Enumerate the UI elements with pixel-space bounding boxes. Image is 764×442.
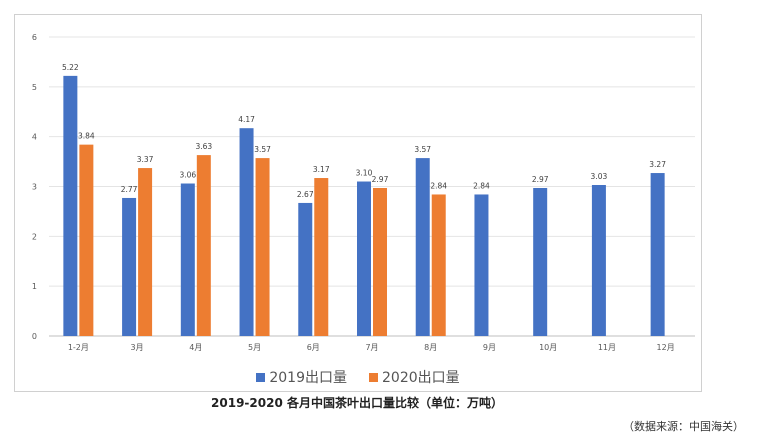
legend-label-2020: 2020出口量 [382, 370, 460, 386]
legend-swatch-2019 [256, 372, 266, 382]
bar [255, 158, 270, 336]
x-tick-label: 1-2月 [68, 343, 89, 352]
x-tick-label: 7月 [365, 343, 378, 352]
bar [63, 75, 78, 336]
x-tick-label: 8月 [424, 343, 437, 352]
data-source: （数据来源：中国海关） [623, 420, 744, 433]
legend-swatch-2020 [369, 372, 378, 382]
data-label: 3.84 [78, 132, 95, 141]
bar [314, 178, 329, 336]
y-tick-label: 4 [32, 133, 37, 142]
bar [431, 194, 446, 336]
bar [196, 155, 211, 336]
data-label: 3.03 [591, 172, 608, 181]
x-tick-label: 9月 [483, 343, 496, 352]
y-tick-label: 2 [32, 232, 37, 241]
y-tick-label: 3 [32, 183, 37, 192]
bar [357, 181, 371, 336]
data-label: 3.10 [356, 169, 373, 178]
y-tick-label: 1 [32, 282, 37, 291]
y-tick-label: 0 [32, 332, 37, 341]
bar [415, 158, 430, 336]
y-tick-label: 6 [32, 33, 37, 42]
y-tick-label: 5 [32, 83, 37, 92]
bar [138, 168, 153, 336]
data-label: 5.22 [62, 63, 79, 72]
x-tick-label: 4月 [189, 343, 202, 352]
legend-label-2019: 2019出口量 [269, 370, 347, 386]
data-label: 3.37 [137, 155, 154, 164]
x-tick-label: 11月 [598, 343, 616, 352]
x-tick-label: 5月 [248, 343, 261, 352]
data-label: 3.57 [254, 145, 271, 154]
data-label: 3.27 [649, 160, 666, 169]
x-tick-label: 6月 [307, 343, 320, 352]
data-label: 2.97 [372, 175, 389, 184]
data-label: 3.57 [414, 145, 431, 154]
data-label: 3.63 [195, 142, 212, 151]
data-label: 4.17 [238, 115, 255, 124]
data-label: 3.17 [313, 165, 330, 174]
bar [180, 183, 195, 336]
chart-frame: 0 1 2 3 4 5 6 5.22 3.84 1-2月 2.77 3.37 3月 3.06 3.63 4月 4… [14, 14, 702, 392]
data-label: 3.06 [179, 171, 196, 180]
x-tick-label: 3月 [131, 343, 144, 352]
bar [298, 202, 313, 336]
bar [591, 185, 606, 336]
x-tick-label: 12月 [657, 343, 675, 352]
data-label: 2.97 [532, 175, 549, 184]
legend-item-2020: 2020出口量 [369, 367, 460, 387]
bar [533, 187, 548, 336]
legend-item-2019: 2019出口量 [256, 367, 347, 387]
bar [239, 128, 254, 336]
bar [373, 187, 387, 336]
bar [650, 173, 665, 336]
data-label: 2.77 [121, 185, 138, 194]
data-label: 2.67 [297, 190, 314, 199]
chart-caption: 2019-2020 各月中国茶叶出口量比较（单位：万吨） [211, 396, 503, 410]
bar [79, 144, 94, 336]
data-label: 2.84 [473, 181, 490, 190]
x-tick-label: 10月 [539, 343, 557, 352]
bar-chart: 0 1 2 3 4 5 6 5.22 3.84 1-2月 2.77 3.37 3月 3.06 3.63 4月 4… [32, 33, 695, 352]
data-label: 2.84 [430, 181, 447, 190]
bar [122, 197, 137, 336]
legend: 2019出口量 2020出口量 [15, 367, 701, 387]
bar [474, 194, 489, 336]
